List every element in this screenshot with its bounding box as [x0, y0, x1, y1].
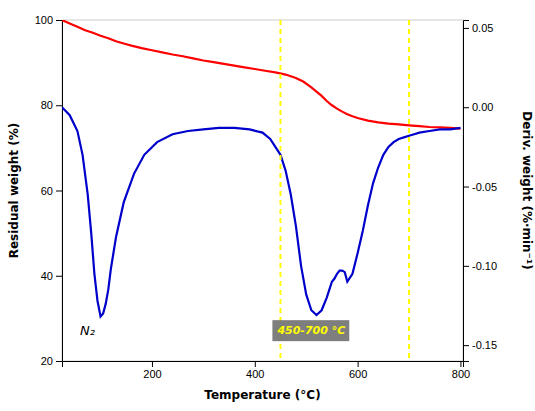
tick: 60	[41, 185, 62, 197]
tick-label: 400	[246, 368, 264, 380]
tick: 600	[349, 361, 367, 380]
annotation-text: N₂	[80, 323, 95, 338]
tick: 40	[41, 270, 62, 282]
tick-mark	[56, 20, 62, 21]
tick-label: 800	[452, 368, 470, 380]
tick: 200	[143, 361, 161, 380]
y-axis: 20 40 60 80 100	[35, 14, 63, 367]
tick-label: 80	[41, 99, 53, 111]
tick-mark	[56, 191, 62, 192]
tick-mark	[463, 187, 469, 188]
tick-mark	[463, 266, 469, 267]
tick-mark	[460, 361, 461, 367]
tick: 800	[452, 361, 470, 380]
tick-label: 60	[41, 185, 53, 197]
reference-line	[408, 20, 410, 361]
annotation: 450-700 °C	[272, 320, 349, 341]
plot: 200 400 600 800 20 40 60 80 100 0.05 0.00 -0.05 -0.1…	[7, 14, 534, 402]
annotations: 450-700 °C N₂	[80, 320, 349, 341]
tick-label: 200	[143, 368, 161, 380]
y-axis-title: Residual weight (%)	[7, 123, 21, 259]
plot-frame	[62, 20, 463, 361]
tick-mark	[56, 361, 62, 362]
marks	[62, 20, 460, 361]
y2-axis-title: Deriv. weight (%·min⁻¹)	[520, 111, 534, 269]
tick-label: 40	[41, 270, 53, 282]
annotation-text: 450-700 °C	[276, 324, 345, 337]
tick: 0.05	[463, 22, 493, 34]
annotation: N₂	[80, 323, 95, 338]
annotation-box	[272, 320, 349, 341]
y2-axis: 0.05 0.00 -0.05 -0.10 -0.15	[463, 21, 497, 362]
tick: 400	[246, 361, 264, 380]
tick: 100	[35, 14, 62, 26]
tick-label: 20	[41, 355, 53, 367]
tick-label: -0.10	[472, 260, 497, 272]
tick: -0.05	[463, 181, 497, 193]
tick-mark	[463, 345, 469, 346]
x-axis-title: Temperature (°C)	[204, 388, 320, 402]
y2-axis-line	[464, 21, 470, 362]
tick: 20	[41, 355, 62, 367]
tick-mark	[56, 105, 62, 106]
reference-line	[279, 20, 281, 361]
x-axis: 200 400 600 800	[63, 361, 471, 380]
tick-mark	[152, 361, 153, 367]
tick-label: 100	[35, 14, 53, 26]
tick: -0.10	[463, 260, 497, 272]
x-axis-line	[63, 362, 464, 368]
series-line	[62, 20, 460, 129]
series-line	[62, 107, 460, 316]
tick-mark	[255, 361, 256, 367]
tick-label: 600	[349, 368, 367, 380]
tick: 80	[41, 99, 62, 111]
tick: -0.15	[463, 339, 497, 351]
tick-mark	[463, 28, 469, 29]
tick: 0.00	[463, 101, 493, 113]
tick-label: -0.15	[472, 339, 497, 351]
tick-mark	[56, 276, 62, 277]
chart: 200 400 600 800 20 40 60 80 100 0.05 0.00 -0.05 -0.1…	[0, 0, 535, 411]
tick-mark	[358, 361, 359, 367]
tick-label: -0.05	[472, 181, 497, 193]
y-axis-line	[56, 21, 63, 362]
tick-label: 0.05	[472, 22, 493, 34]
tick-mark	[463, 107, 469, 108]
tick-label: 0.00	[472, 101, 493, 113]
